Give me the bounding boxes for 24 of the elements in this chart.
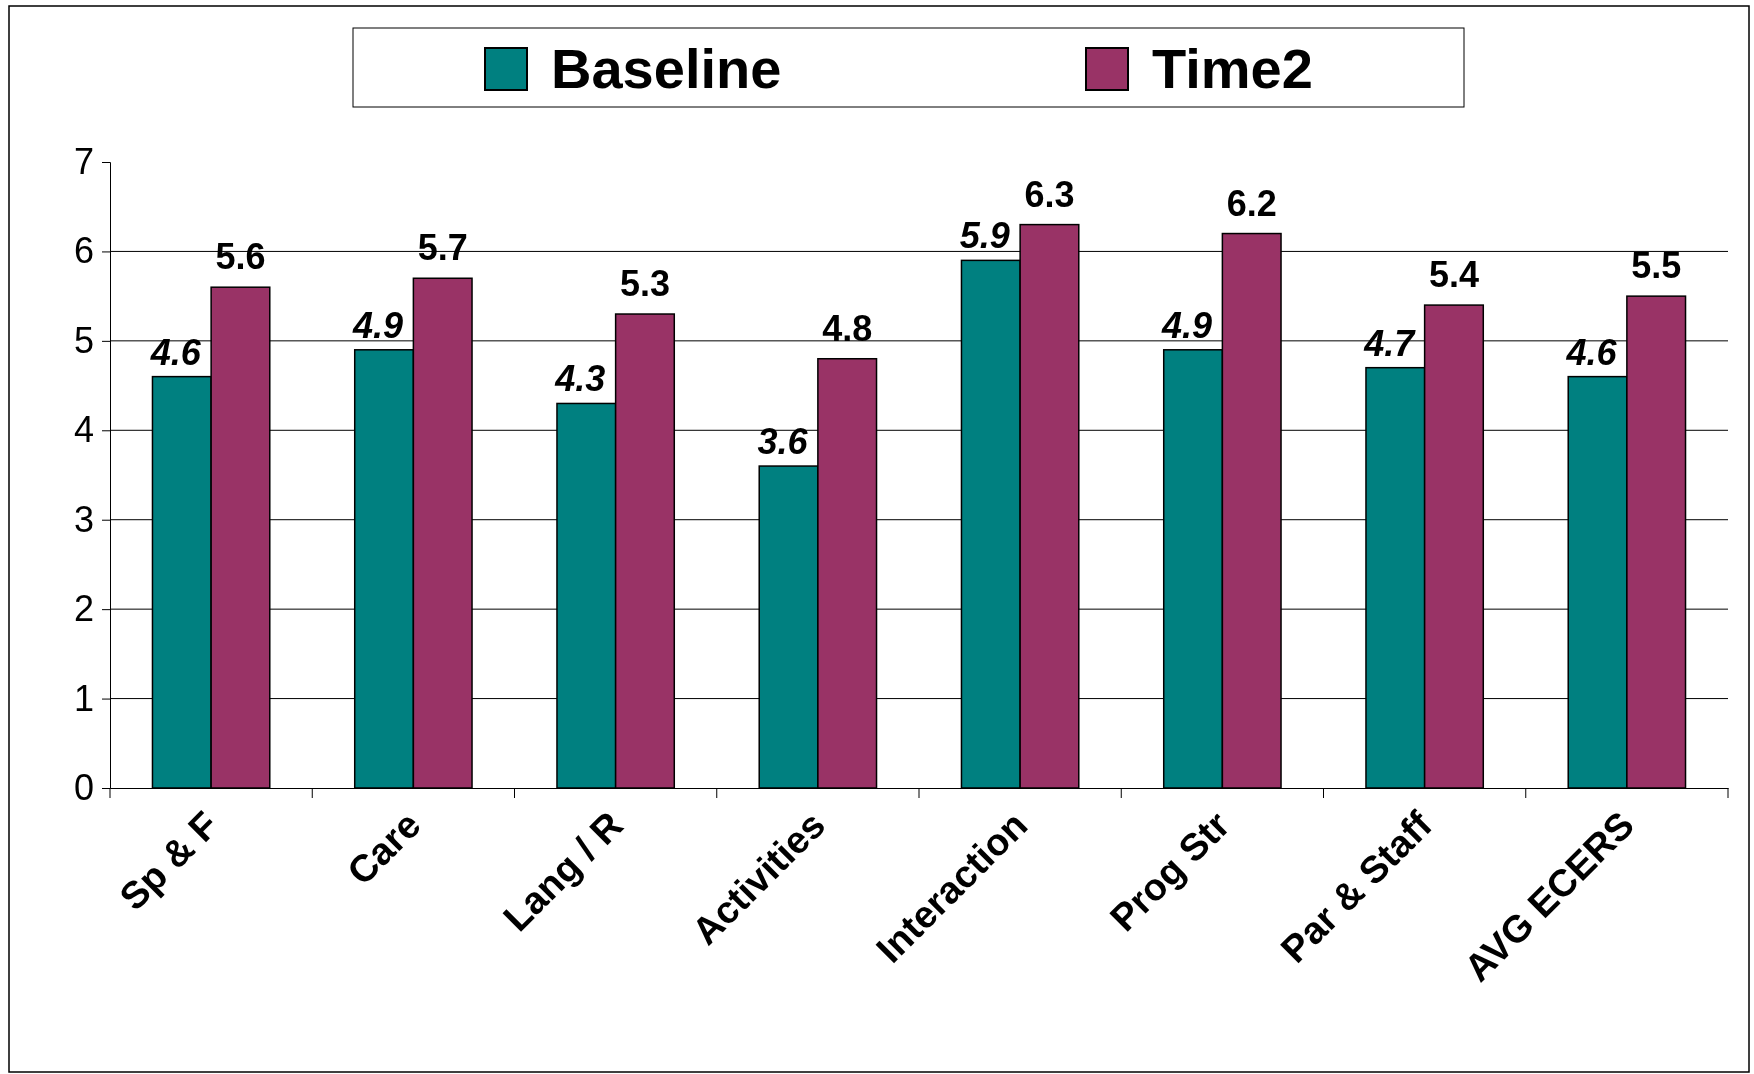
data-label: 5.5 [1631,245,1682,287]
data-label: 6.3 [1024,173,1075,215]
data-label: 4.3 [554,358,606,400]
data-label: 6.2 [1226,182,1277,224]
data-label: 4.9 [1161,304,1213,346]
y-tick-label: 2 [73,588,94,630]
y-tick-label: 7 [73,141,94,183]
legend-label: Baseline [551,37,782,100]
y-tick-label: 0 [73,767,94,809]
data-label: 4.6 [1565,331,1618,373]
data-label: 5.3 [619,263,670,305]
y-tick-label: 3 [73,498,94,540]
x-tick-label: Sp & F [111,803,227,919]
data-label: 3.6 [757,421,809,463]
y-tick-label: 4 [73,409,94,451]
data-label: 4.8 [822,307,873,349]
data-label: 5.9 [959,215,1010,257]
legend-label: Time2 [1152,37,1313,100]
data-label: 4.6 [149,331,202,373]
data-label: 4.9 [352,304,404,346]
y-tick-label: 5 [73,319,94,361]
y-tick-label: 6 [73,230,94,272]
y-tick-label: 1 [73,677,94,719]
data-label: 5.4 [1428,254,1479,296]
